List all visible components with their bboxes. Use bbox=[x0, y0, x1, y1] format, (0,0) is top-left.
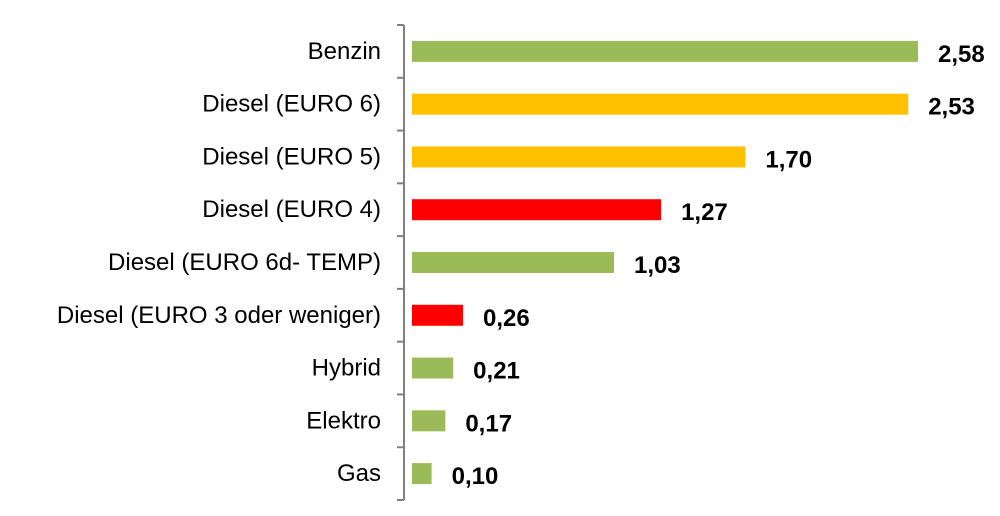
bar bbox=[412, 304, 463, 326]
value-label: 0,21 bbox=[473, 358, 520, 385]
category-label: Gas bbox=[337, 460, 381, 487]
value-label: 1,03 bbox=[634, 252, 681, 279]
category-label: Diesel (EURO 3 oder weniger) bbox=[57, 302, 381, 329]
category-label: Diesel (EURO 6d- TEMP) bbox=[108, 249, 381, 276]
category-label: Diesel (EURO 4) bbox=[202, 196, 381, 223]
bar bbox=[412, 357, 454, 379]
category-label: Diesel (EURO 5) bbox=[202, 143, 381, 170]
bar bbox=[412, 463, 432, 485]
value-label: 0,10 bbox=[452, 463, 499, 490]
bar bbox=[412, 40, 918, 62]
bars bbox=[412, 40, 918, 485]
value-labels: 2,58 2,53 1,70 1,271,03 0,26 0,21 0,17 0,10 bbox=[452, 41, 985, 490]
bar bbox=[412, 252, 615, 273]
value-label: 1,27 bbox=[681, 199, 728, 226]
value-label: 2,58 bbox=[938, 41, 985, 68]
value-label: 1,70 bbox=[765, 146, 812, 173]
category-labels: Benzin Diesel (EURO 6) Diesel (EURO 5) Dies… bbox=[57, 38, 381, 487]
category-label: Benzin bbox=[308, 38, 381, 65]
bar bbox=[412, 410, 446, 432]
category-label: Hybrid bbox=[312, 355, 381, 382]
bar bbox=[412, 199, 662, 221]
bar bbox=[412, 93, 909, 115]
category-label: Diesel (EURO 6) bbox=[202, 91, 381, 118]
value-label: 0,26 bbox=[483, 305, 530, 332]
value-label: 0,17 bbox=[465, 410, 512, 437]
value-label: 2,53 bbox=[928, 94, 975, 121]
bar bbox=[412, 146, 746, 168]
category-axis bbox=[397, 24, 405, 501]
category-label: Elektro bbox=[306, 407, 381, 434]
